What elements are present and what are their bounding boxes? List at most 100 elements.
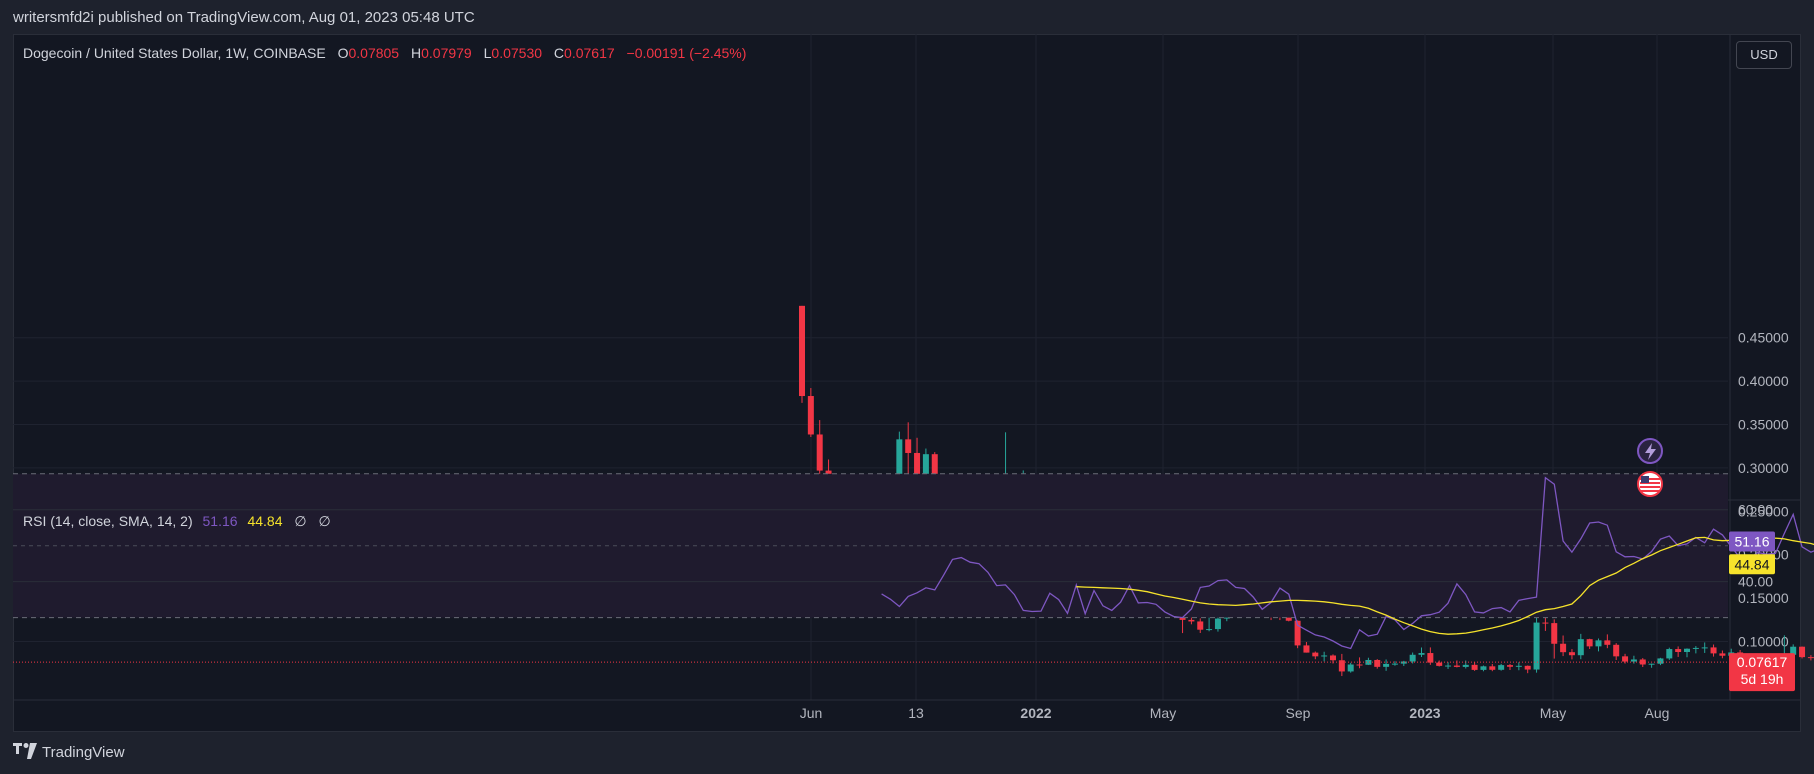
candle-body — [1498, 665, 1505, 670]
candle — [1400, 660, 1407, 666]
countdown-label: 5d 19h — [1741, 671, 1784, 687]
us-flag-stripe — [1640, 482, 1660, 484]
rsi-legend: RSI (14, close, SMA, 14, 2) 51.16 44.84 … — [23, 513, 331, 530]
time-tick-label: Jun — [800, 705, 823, 721]
candle-body — [1206, 629, 1213, 631]
candle — [905, 422, 912, 482]
candle — [1445, 662, 1452, 669]
us-flag-stripe — [1640, 478, 1660, 480]
candle-body — [1214, 618, 1221, 630]
rsi-ma-value-tag-label: 44.84 — [1734, 556, 1769, 572]
candle — [1498, 663, 1505, 671]
candle — [1586, 638, 1593, 649]
candle — [1719, 650, 1726, 659]
price-axis: 0.450000.400000.350000.300000.250000.200… — [1738, 330, 1789, 650]
us-flag-stripe — [1640, 490, 1660, 492]
change-value: −0.00191 (−2.45%) — [626, 45, 747, 61]
candle-body — [1445, 665, 1452, 667]
currency-button[interactable]: USD — [1736, 41, 1792, 69]
low-value: 0.07530 — [491, 45, 543, 61]
candle — [1675, 646, 1682, 657]
candle-body — [1471, 664, 1478, 670]
candle — [1710, 644, 1717, 657]
candle — [807, 388, 814, 437]
chart-icons — [1637, 438, 1663, 497]
rsi-ma-value: 44.84 — [247, 513, 283, 529]
candle-body — [1188, 619, 1195, 622]
candle — [1666, 647, 1673, 660]
candle-body — [1427, 653, 1434, 663]
candle-body — [1648, 663, 1655, 665]
candle-body — [1312, 652, 1319, 657]
last-price-label: 0.07617 — [1737, 654, 1788, 670]
candle — [1347, 662, 1354, 673]
candle-body — [1692, 647, 1699, 649]
candle-body — [1391, 663, 1398, 665]
rsi-tick-label: 40.00 — [1738, 574, 1773, 590]
candle-body — [1480, 666, 1487, 670]
candle-body — [799, 305, 805, 397]
candle-body — [1294, 620, 1301, 646]
candle-body — [1330, 655, 1336, 661]
price-tick-label: 0.40000 — [1738, 373, 1789, 389]
candle-body — [1604, 640, 1611, 645]
candle-body — [1338, 660, 1345, 672]
price-tick-label: 0.30000 — [1738, 460, 1789, 476]
candle-body — [1675, 649, 1682, 653]
candle-body — [1701, 647, 1708, 649]
candle-body — [1630, 659, 1637, 662]
candle — [1471, 662, 1478, 671]
rsi-title: RSI (14, close, SMA, 14, 2) — [23, 513, 193, 529]
lightning-icon-bolt — [1645, 443, 1656, 460]
candle-body — [1568, 652, 1575, 656]
candle-body — [1197, 621, 1204, 630]
time-tick-label: 2022 — [1020, 705, 1051, 721]
candle — [1648, 663, 1655, 668]
candle-body — [1533, 622, 1540, 670]
candle — [1507, 663, 1513, 670]
price-tick-label: 0.25000 — [1738, 503, 1789, 519]
candle — [1409, 652, 1416, 664]
candle-body — [1684, 648, 1690, 653]
candle — [1524, 665, 1531, 674]
candle-body — [1551, 623, 1558, 644]
candle — [1515, 662, 1522, 671]
candle-body — [1489, 666, 1496, 670]
candle-body — [1710, 647, 1717, 654]
candle — [1604, 634, 1611, 649]
candle — [1701, 642, 1708, 653]
rsi-placeholder-2: ∅ — [318, 513, 331, 529]
candle-body — [1622, 656, 1629, 662]
rsi-value: 51.16 — [202, 513, 238, 529]
time-tick-label: Sep — [1286, 705, 1311, 721]
time-axis: Jun 13 2022 May Sep 2023 May Aug — [800, 705, 1670, 721]
candle-body — [1657, 658, 1664, 664]
candle-body — [1595, 640, 1602, 647]
candle-body — [1347, 664, 1354, 672]
candle-body — [1807, 657, 1814, 659]
close-label: C — [553, 45, 565, 61]
candle-body — [1365, 659, 1372, 665]
candle — [1480, 665, 1487, 672]
time-tick-label: 13 — [908, 705, 924, 721]
us-flag-stripe — [1640, 486, 1660, 488]
candle-body — [1418, 653, 1425, 655]
candle-body — [1303, 645, 1310, 653]
candle-body — [1790, 646, 1797, 655]
candle — [1568, 649, 1575, 660]
candle-body — [1383, 663, 1390, 667]
low-label: L — [483, 45, 492, 61]
candle — [1453, 660, 1460, 668]
close-value: 0.07617 — [564, 45, 615, 61]
rsi-value-tag — [1729, 531, 1775, 552]
candle-body — [816, 434, 823, 471]
publish-info: writersmfd2i published on TradingView.co… — [13, 9, 475, 26]
rsi-pane: 60.00 40.00 51.16 44.84 — [13, 473, 1814, 650]
candle — [1365, 657, 1372, 666]
price-tick-label: 0.10000 — [1738, 634, 1789, 650]
candle — [1595, 638, 1602, 652]
candle — [1321, 651, 1328, 662]
candle — [1489, 663, 1496, 672]
candle — [1436, 660, 1443, 667]
